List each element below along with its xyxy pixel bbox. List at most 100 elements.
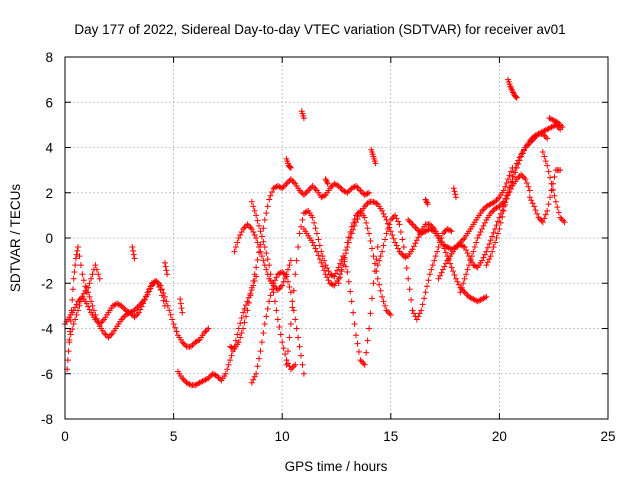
- data-point: [227, 357, 234, 364]
- data-point: [267, 292, 274, 299]
- data-point: [348, 298, 355, 305]
- data-point: [374, 262, 381, 269]
- data-point: [177, 300, 184, 307]
- data-point: [506, 184, 513, 191]
- data-point: [345, 278, 352, 285]
- data-point: [254, 217, 261, 224]
- data-point: [551, 173, 558, 180]
- data-point: [480, 254, 487, 261]
- data-point: [321, 267, 328, 274]
- x-tick-label: 15: [383, 429, 398, 444]
- data-point: [448, 228, 455, 235]
- data-point: [325, 268, 332, 275]
- data-point: [387, 311, 394, 318]
- data-point: [351, 320, 358, 327]
- data-point: [484, 244, 491, 251]
- data-point: [282, 351, 289, 358]
- data-point: [377, 287, 384, 294]
- data-point: [311, 242, 318, 249]
- data-point: [403, 265, 410, 272]
- data-point: [347, 228, 354, 235]
- data-point: [542, 158, 549, 165]
- data-point: [237, 320, 244, 327]
- data-point: [248, 225, 255, 232]
- data-point: [374, 275, 381, 282]
- data-point: [316, 256, 323, 263]
- data-point: [260, 330, 267, 337]
- data-point: [438, 269, 445, 276]
- data-point: [500, 187, 507, 194]
- data-point: [273, 307, 280, 314]
- data-point: [256, 355, 263, 362]
- data-point: [545, 168, 552, 175]
- data-point: [74, 247, 81, 254]
- data-point: [324, 180, 331, 187]
- y-tick-label: -8: [41, 412, 53, 427]
- data-point: [95, 319, 102, 326]
- data-point: [248, 379, 255, 386]
- data-point: [92, 262, 99, 269]
- data-point: [418, 307, 425, 314]
- data-point: [386, 221, 393, 228]
- data-point: [415, 313, 422, 320]
- data-point: [368, 245, 375, 252]
- data-point: [160, 297, 167, 304]
- data-point: [69, 286, 76, 293]
- data-point: [271, 298, 278, 305]
- data-point: [238, 314, 245, 321]
- data-point: [396, 221, 403, 228]
- data-point: [366, 230, 373, 237]
- data-point: [77, 262, 84, 269]
- data-point: [273, 274, 280, 281]
- data-point: [534, 210, 541, 217]
- data-point: [419, 301, 426, 308]
- data-point: [319, 253, 326, 260]
- data-point: [351, 216, 358, 223]
- data-point: [382, 302, 389, 309]
- data-point: [471, 244, 478, 251]
- data-point: [69, 296, 76, 303]
- data-point: [450, 185, 457, 192]
- data-point: [312, 245, 319, 252]
- data-point: [280, 278, 287, 285]
- data-point: [144, 289, 151, 296]
- data-point: [363, 219, 370, 226]
- data-point: [380, 298, 387, 305]
- data-point: [293, 257, 300, 264]
- data-point: [240, 309, 247, 316]
- data-point: [451, 271, 458, 278]
- data-point: [295, 334, 302, 341]
- data-point: [477, 228, 484, 235]
- axis-ticks: 0 5 10 15 20 25 -8 -6 -4 -2 0 2 4 6 8: [41, 50, 616, 444]
- data-point: [344, 239, 351, 246]
- data-point: [163, 267, 170, 274]
- data-point: [235, 339, 242, 346]
- data-point: [312, 225, 319, 232]
- data-point: [316, 242, 323, 249]
- data-point: [283, 271, 290, 278]
- data-point: [279, 282, 286, 289]
- data-point: [72, 262, 79, 269]
- data-point: [413, 316, 420, 323]
- data-point: [337, 274, 344, 281]
- data-point: [250, 277, 257, 284]
- data-point: [505, 189, 512, 196]
- data-point: [277, 331, 284, 338]
- data-point: [340, 262, 347, 269]
- data-point: [70, 320, 77, 327]
- data-point: [264, 305, 271, 312]
- series-sat-s: [129, 76, 566, 316]
- x-tick-label: 25: [600, 429, 615, 444]
- data-point: [463, 247, 470, 254]
- data-point: [389, 231, 396, 238]
- data-point: [258, 253, 265, 260]
- data-point: [251, 373, 258, 380]
- data-point: [412, 240, 419, 247]
- data-point: [284, 348, 291, 355]
- data-point: [379, 207, 386, 214]
- data-point: [96, 275, 103, 282]
- data-point: [400, 244, 407, 251]
- data-point: [178, 305, 185, 312]
- data-point: [452, 191, 459, 198]
